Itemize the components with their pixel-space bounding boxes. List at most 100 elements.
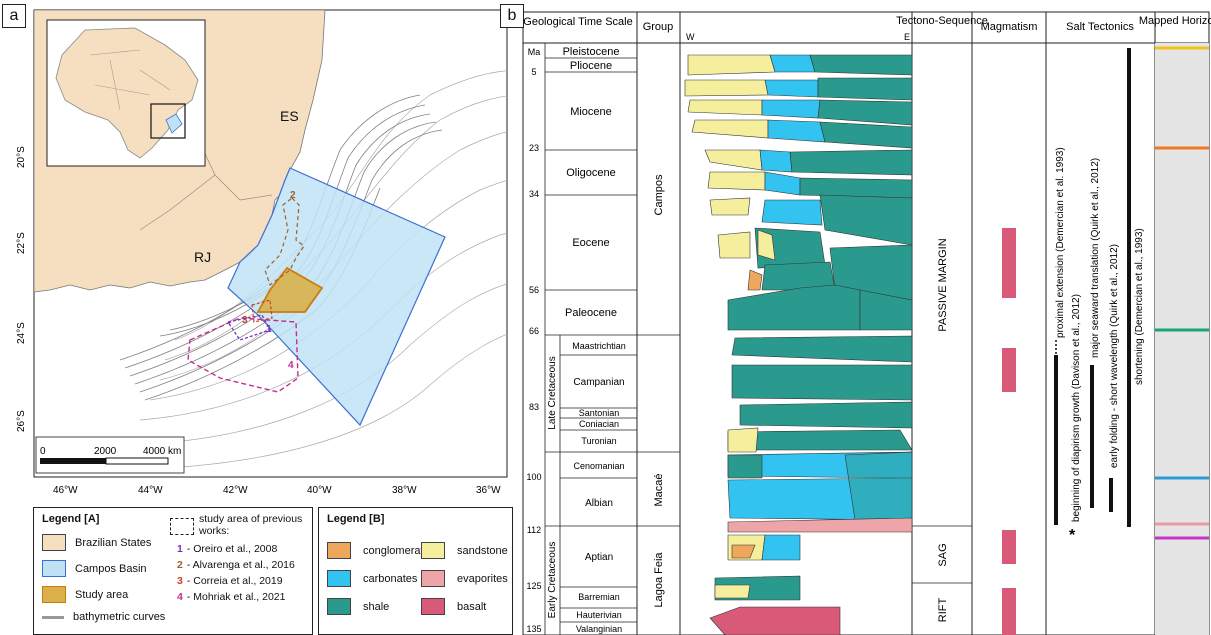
svg-text:Turonian: Turonian xyxy=(581,436,616,446)
legend-b-title: Legend [B] xyxy=(327,513,385,525)
legend-ref-4: 4- Mohriak et al., 2021 xyxy=(177,591,286,603)
legend-b-shale: shale xyxy=(327,598,389,615)
age-labels: Ma 5 23 34 56 66 83 100 112 125 135 xyxy=(526,47,541,634)
svg-text:Coniacian: Coniacian xyxy=(579,419,619,429)
svg-text:34: 34 xyxy=(529,189,539,199)
svg-text:Ma: Ma xyxy=(528,47,541,57)
lat-tick-22: 22°S xyxy=(16,232,27,254)
svg-text:Pliocene: Pliocene xyxy=(570,60,612,72)
svg-text:Valanginian: Valanginian xyxy=(576,624,622,634)
svg-text:Pleistocene: Pleistocene xyxy=(563,46,620,58)
lon-tick-46: 46°W xyxy=(53,485,78,496)
epoch-labels: Pleistocene Pliocene Miocene Oligocene E… xyxy=(563,46,626,634)
legend-b-evaporites: evaporites xyxy=(421,570,508,587)
series-early-cretaceous: Early Cretaceous xyxy=(547,542,558,619)
svg-text:Campanian: Campanian xyxy=(573,377,624,388)
legend-b-carbonates: carbonates xyxy=(327,570,417,587)
svg-text:Santonian: Santonian xyxy=(579,408,620,418)
salt-event-folding: early folding - short wavelength (Quirk … xyxy=(1109,244,1120,468)
svg-text:Maastrichtian: Maastrichtian xyxy=(572,341,626,351)
previous-work-3-outline xyxy=(251,299,273,323)
header-time-scale: Geological Time Scale xyxy=(523,16,632,28)
svg-text:2000: 2000 xyxy=(94,446,117,457)
label-rj: RJ xyxy=(194,249,211,265)
previous-work-4-outline xyxy=(187,317,299,393)
svg-text:Hauterivian: Hauterivian xyxy=(576,610,622,620)
asterisk-mark: * xyxy=(1069,527,1076,544)
salt-event-shortening: shortening (Demercian et al., 1993) xyxy=(1134,228,1145,385)
svg-text:66: 66 xyxy=(529,326,539,336)
lon-tick-40: 40°W xyxy=(307,485,332,496)
salt-event-translation: major seaward translation (Quirk et al.,… xyxy=(1090,158,1101,358)
header-group: Group xyxy=(643,21,674,33)
legend-a-title: Legend [A] xyxy=(42,513,100,525)
previous-work-2-outline xyxy=(264,197,305,286)
label-es: ES xyxy=(280,108,299,124)
prev-works-swatch xyxy=(170,518,194,535)
header-e: E xyxy=(904,32,910,42)
legend-a: Legend [A] Brazilian States Campos Basin… xyxy=(33,507,313,635)
mapped-horizons-column xyxy=(1155,43,1209,635)
stratigraphic-chart xyxy=(684,54,913,635)
svg-text:0: 0 xyxy=(40,446,46,457)
svg-text:Aptian: Aptian xyxy=(585,552,613,563)
lon-tick-36: 36°W xyxy=(476,485,501,496)
group-lagoa-feia: Lagoa Feia xyxy=(653,552,665,608)
tecto-passive-margin: PASSIVE MARGIN xyxy=(937,238,949,331)
salt-event-proximal: proximal extension (Demercian et al. 199… xyxy=(1055,147,1066,338)
header-w: W xyxy=(686,32,695,42)
legend-b-basalt: basalt xyxy=(421,598,486,615)
panel-a-label: a xyxy=(2,4,26,28)
lat-tick-24: 24°S xyxy=(16,322,27,344)
salt-event-diapirism: beginning of diapirism growth (Davison e… xyxy=(1071,294,1082,522)
legend-a-basin: Campos Basin xyxy=(42,560,147,577)
svg-text:100: 100 xyxy=(526,472,541,482)
svg-text:Eocene: Eocene xyxy=(572,237,609,249)
legend-ref-2: 2- Alvarenga et al., 2016 xyxy=(177,559,295,571)
study-area-polygon xyxy=(256,266,324,313)
lon-tick-42: 42°W xyxy=(223,485,248,496)
svg-text:4000 km: 4000 km xyxy=(143,446,181,457)
basalt-unit xyxy=(709,606,841,635)
svg-text:83: 83 xyxy=(529,402,539,412)
legend-ref-3: 3- Correia et al., 2019 xyxy=(177,575,283,587)
legend-b: Legend [B] conglomerate carbonates shale… xyxy=(318,507,513,635)
tecto-sag: SAG xyxy=(937,543,949,566)
header-magmatism: Magmatism xyxy=(981,21,1038,33)
magmatism-bars xyxy=(1002,228,1016,635)
lat-tick-26: 26°S xyxy=(16,410,27,432)
legend-b-sandstone: sandstone xyxy=(421,542,508,559)
header-mapped: Mapped Horizons xyxy=(1139,15,1211,27)
svg-text:Paleocene: Paleocene xyxy=(565,307,617,319)
svg-text:Cenomanian: Cenomanian xyxy=(573,461,624,471)
campos-basin-polygon xyxy=(227,167,446,427)
study-number-4: 4 xyxy=(288,360,294,371)
study-number-1: 1 xyxy=(266,324,272,335)
lon-tick-38: 38°W xyxy=(392,485,417,496)
svg-text:135: 135 xyxy=(526,624,541,634)
header-salt: Salt Tectonics xyxy=(1066,21,1134,33)
prev-works-title: study area of previous works: xyxy=(199,513,303,537)
svg-text:56: 56 xyxy=(529,285,539,295)
panel-b-chart: Geological Time Scale Group W E Tectono-… xyxy=(522,11,1211,635)
svg-text:112: 112 xyxy=(527,525,541,535)
legend-a-study: Study area xyxy=(42,586,128,603)
lon-tick-44: 44°W xyxy=(138,485,163,496)
svg-text:Miocene: Miocene xyxy=(570,106,612,118)
svg-text:Albian: Albian xyxy=(585,498,613,509)
svg-text:125: 125 xyxy=(526,581,541,591)
previous-work-1-outline xyxy=(226,314,271,341)
svg-text:Oligocene: Oligocene xyxy=(566,167,616,179)
legend-b-conglomerate: conglomerate xyxy=(327,542,430,559)
svg-text:23: 23 xyxy=(529,143,539,153)
panel-b-label: b xyxy=(500,4,524,28)
study-number-3: 3 xyxy=(242,315,248,326)
legend-a-states: Brazilian States xyxy=(42,534,151,551)
group-campos: Campos xyxy=(653,174,665,215)
tecto-rift: RIFT xyxy=(937,598,949,623)
study-number-2: 2 xyxy=(290,190,296,201)
panel-a-map: ES RJ 1 2 3 4 0 2000 4000 km 20°S 22°S 2… xyxy=(16,9,508,496)
group-macae: Macaé xyxy=(653,473,665,506)
svg-text:Barremian: Barremian xyxy=(578,592,620,602)
svg-text:5: 5 xyxy=(531,67,536,77)
